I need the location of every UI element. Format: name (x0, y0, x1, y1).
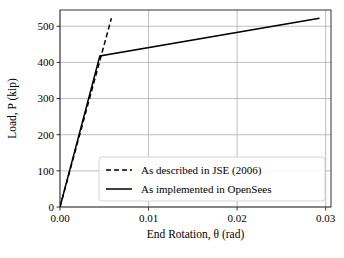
legend-swatch (106, 188, 132, 190)
tick (57, 207, 61, 208)
tick (57, 170, 61, 171)
tick (60, 207, 61, 211)
tick-label: 0.02 (227, 212, 246, 224)
tick-label: 100 (38, 165, 55, 177)
tick-label: 0 (49, 201, 55, 213)
tick (57, 134, 61, 135)
legend-label: As implemented in OpenSees (141, 183, 271, 195)
grid-line (60, 98, 331, 99)
x-axis-label: End Rotation, θ (rad) (147, 228, 245, 241)
tick (57, 98, 61, 99)
tick (57, 62, 61, 63)
tick (148, 207, 149, 211)
legend-box (99, 157, 325, 201)
grid-line (60, 134, 331, 135)
chart: 0.00 0.01 0.02 0.03 0 100 200 300 400 500 End Rota… (0, 0, 344, 258)
tick-label: 0.00 (50, 212, 70, 224)
tick-label: 400 (38, 56, 55, 68)
frame (60, 10, 331, 207)
tick-label: 200 (38, 129, 55, 141)
legend-swatch (106, 169, 132, 171)
tick (325, 207, 326, 211)
tick-label: 0.03 (316, 212, 336, 224)
background (0, 0, 344, 258)
tick (57, 26, 61, 27)
y-axis-label: Load, P (kip) (6, 78, 19, 139)
tick-label: 0.01 (139, 212, 158, 224)
tick-label: 300 (38, 92, 55, 104)
tick (237, 207, 238, 211)
legend: As described in JSE (2006) As implemented… (99, 157, 325, 201)
tick-label: 500 (38, 20, 55, 32)
grid-line (60, 26, 331, 27)
legend-label: As described in JSE (2006) (141, 164, 262, 177)
grid-line (60, 62, 331, 63)
